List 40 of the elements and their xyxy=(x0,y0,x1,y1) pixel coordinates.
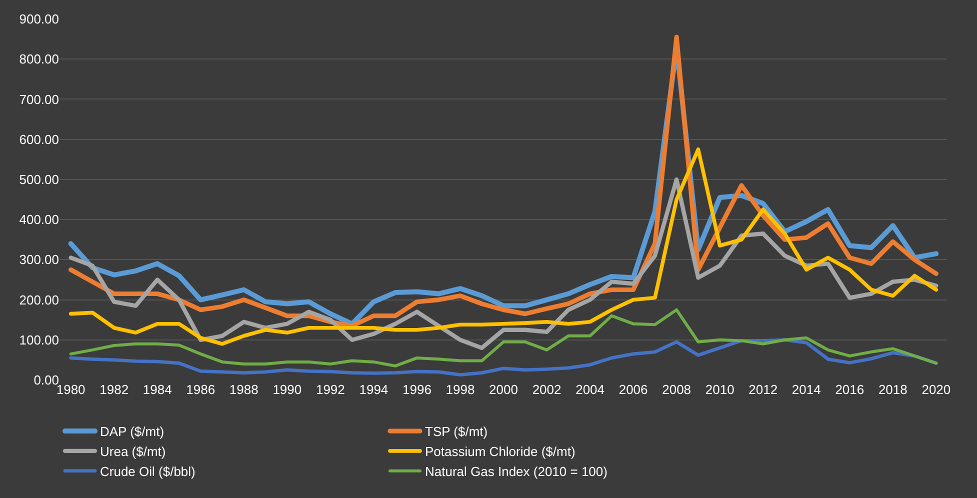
y-tick-label: 100.00 xyxy=(19,332,59,348)
legend-label: DAP ($/mt) xyxy=(100,424,164,440)
x-tick-label: 2018 xyxy=(878,382,908,397)
x-tick-label: 2014 xyxy=(792,382,821,397)
x-tick-label: 1990 xyxy=(272,382,302,397)
legend-label: TSP ($/mt) xyxy=(425,424,488,440)
legend-label: Crude Oil ($/bbl) xyxy=(100,464,196,479)
x-tick-label: 2016 xyxy=(835,382,864,397)
line-series xyxy=(68,177,938,350)
x-tick-label: 2012 xyxy=(748,382,778,397)
x-tick-label: 2004 xyxy=(576,382,604,397)
x-tick-label: 2006 xyxy=(618,382,648,397)
y-tick-label: 500.00 xyxy=(19,172,59,187)
x-tick-label: 2008 xyxy=(662,382,692,397)
legend-label: Urea ($/mt) xyxy=(100,444,166,460)
y-tick-label: 200.00 xyxy=(19,292,59,308)
x-tick-label: 1984 xyxy=(142,382,172,397)
x-tick-label: 2002 xyxy=(532,382,562,397)
y-tick-label: 900.00 xyxy=(19,12,59,27)
x-tick-label: 2010 xyxy=(705,382,734,397)
y-tick-label: 800.00 xyxy=(19,52,59,67)
legend-label: Potassium Chloride ($/mt) xyxy=(425,444,576,460)
x-tick-label: 2000 xyxy=(489,382,518,397)
x-tick-label: 1992 xyxy=(316,382,345,397)
x-tick-label: 1998 xyxy=(446,382,475,397)
x-tick-label: 2020 xyxy=(922,382,951,397)
y-tick-label: 600.00 xyxy=(19,132,59,147)
line-series xyxy=(68,147,938,346)
legend-label: Natural Gas Index (2010 = 100) xyxy=(425,464,608,479)
line-series xyxy=(69,338,938,376)
y-tick-label: 700.00 xyxy=(19,92,59,107)
x-tick-label: 1988 xyxy=(229,382,258,397)
y-tick-label: 400.00 xyxy=(19,212,59,228)
x-tick-label: 1996 xyxy=(402,382,432,397)
line-series xyxy=(69,308,938,368)
x-tick-label: 1982 xyxy=(100,382,129,397)
x-tick-label: 1986 xyxy=(186,382,216,397)
y-tick-label: 300.00 xyxy=(19,252,59,268)
y-tick-label: 0.00 xyxy=(34,372,59,388)
x-tick-label: 1994 xyxy=(359,382,388,397)
